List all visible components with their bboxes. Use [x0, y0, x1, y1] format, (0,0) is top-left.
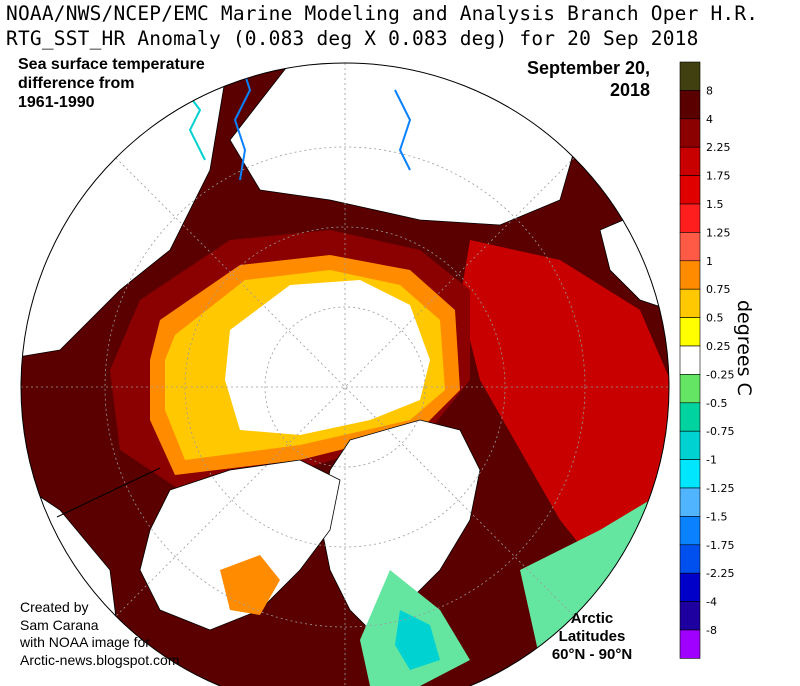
legend-swatch [680, 602, 700, 630]
legend-tick-label: 8 [706, 84, 713, 97]
legend-tick-label: -1.75 [706, 539, 734, 552]
credit-line-4: Arctic-news.blogspot.com [20, 652, 180, 670]
legend-swatch [680, 176, 700, 204]
polar-sst-anomaly-map [0, 50, 670, 686]
legend-swatch [680, 460, 700, 488]
date-line-1: September 20, [450, 58, 650, 80]
date-label: September 20, 2018 [450, 58, 650, 101]
legend-swatch [680, 403, 700, 431]
legend-tick-label: -1.25 [706, 482, 734, 495]
legend-tick-label: -1.5 [706, 510, 727, 523]
legend-unit-label: degrees C [733, 300, 755, 396]
legend-tick-label: -4 [706, 596, 717, 609]
legend-tick-label: -2.25 [706, 567, 734, 580]
legend-swatch [680, 62, 700, 90]
legend-tick-label: 1.25 [706, 226, 731, 239]
legend-swatch [680, 318, 700, 346]
legend-swatch [680, 630, 700, 658]
latitude-line-1: Arctic [532, 610, 652, 628]
latitude-line-3: 60°N - 90°N [532, 646, 652, 664]
date-line-2: 2018 [450, 80, 650, 102]
legend-tick-label: 0.75 [706, 283, 731, 296]
credit-line-2: Sam Carana [20, 617, 180, 635]
legend-swatch [680, 261, 700, 289]
latitude-label: Arctic Latitudes 60°N - 90°N [532, 610, 652, 664]
caption-line-1: Sea surface temperature [18, 55, 248, 74]
legend-swatch [680, 119, 700, 147]
legend-swatch [680, 545, 700, 573]
legend-swatch [680, 346, 700, 374]
legend-tick-label: 1 [706, 255, 713, 268]
product-title: NOAA/NWS/NCEP/EMC Marine Modeling and An… [6, 2, 758, 25]
latitude-line-2: Latitudes [532, 628, 652, 646]
credit-label: Created by Sam Carana with NOAA image fo… [20, 599, 180, 669]
credit-line-1: Created by [20, 599, 180, 617]
caption-line-3: 1961-1990 [18, 93, 248, 112]
legend-tick-label: 1.75 [706, 170, 731, 183]
legend-tick-label: -1 [706, 454, 717, 467]
legend-swatch [680, 147, 700, 175]
legend-swatch [680, 232, 700, 260]
legend-swatch [680, 488, 700, 516]
legend-swatch [680, 204, 700, 232]
legend-tick-label: -0.5 [706, 397, 727, 410]
legend-tick-label: 0.5 [706, 312, 724, 325]
caption-line-2: difference from [18, 74, 248, 93]
legend-tick-label: 1.5 [706, 198, 724, 211]
legend-tick-label: 0.25 [706, 340, 731, 353]
legend-tick-label: -0.75 [706, 425, 734, 438]
legend-swatch [680, 289, 700, 317]
map-caption: Sea surface temperature difference from … [18, 55, 248, 113]
legend-tick-label: 2.25 [706, 141, 731, 154]
legend-swatch [680, 431, 700, 459]
legend-tick-label: -0.25 [706, 368, 734, 381]
legend-tick-label: -8 [706, 624, 717, 637]
legend-swatch [680, 90, 700, 118]
legend-tick-label: 4 [706, 113, 713, 126]
map-content [0, 50, 670, 686]
legend-swatch [680, 516, 700, 544]
product-subtitle: RTG_SST_HR Anomaly (0.083 deg X 0.083 de… [6, 27, 699, 50]
legend-swatch [680, 573, 700, 601]
credit-line-3: with NOAA image for [20, 634, 180, 652]
legend-swatch [680, 374, 700, 402]
